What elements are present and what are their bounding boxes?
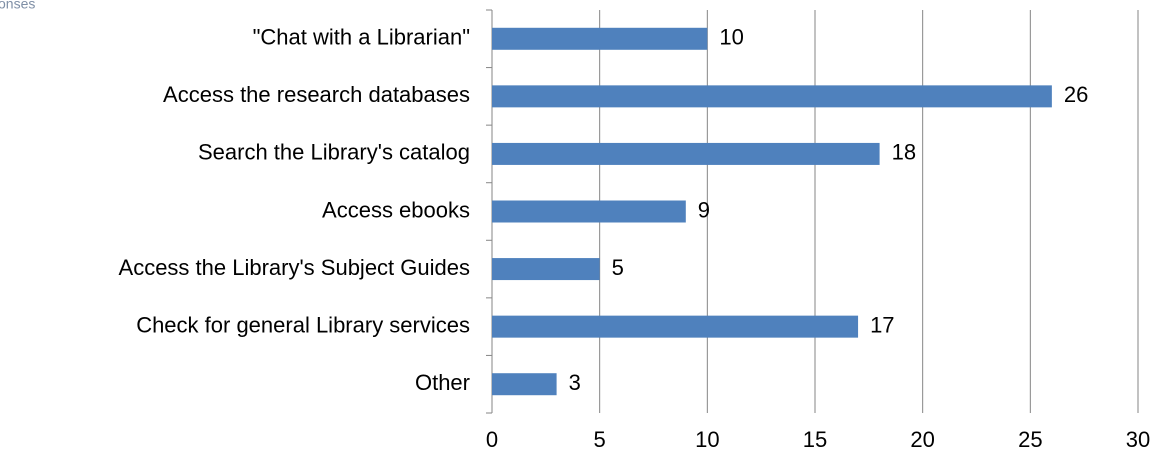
x-tick-label: 10 [695,427,719,452]
x-tick-label: 15 [803,427,827,452]
data-label: 3 [569,370,581,395]
x-tick-label: 30 [1126,427,1150,452]
y-tick-label: Other [415,370,470,395]
data-label: 10 [719,25,743,50]
data-label: 9 [698,197,710,222]
y-tick-label: Access ebooks [322,197,470,222]
y-tick-label: "Chat with a Librarian" [253,25,470,50]
caption-fragment: onses [0,0,35,12]
data-label: 26 [1064,82,1088,107]
bar [492,142,880,165]
x-tick-label: 25 [1018,427,1042,452]
data-label: 5 [612,255,624,280]
bar [492,85,1052,108]
y-tick-label: Access the Library's Subject Guides [119,255,470,280]
x-tick-label: 5 [594,427,606,452]
data-label: 17 [870,312,894,337]
y-tick-label: Check for general Library services [136,312,470,337]
bar [492,315,859,338]
bar [492,200,686,223]
y-tick-label: Access the research databases [163,82,470,107]
bar [492,27,708,50]
data-label: 18 [892,140,916,165]
x-tick-label: 0 [486,427,498,452]
y-tick-label: Search the Library's catalog [198,140,470,165]
bar [492,258,600,281]
x-tick-label: 20 [910,427,934,452]
bar [492,373,557,396]
